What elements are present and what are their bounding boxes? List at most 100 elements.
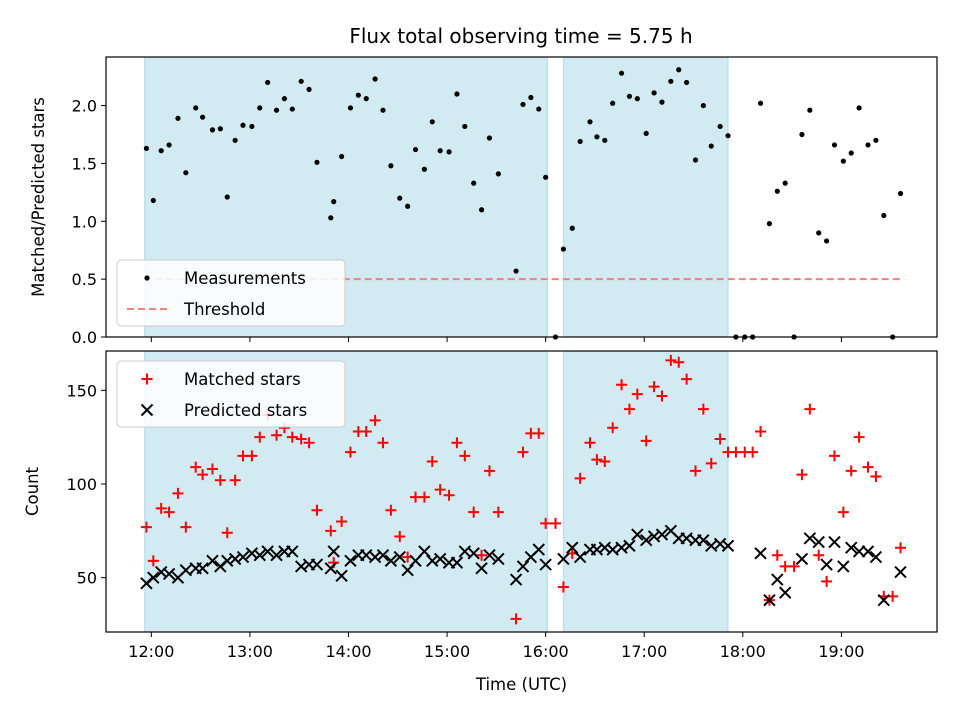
x-tick-label: 12:00 [128, 642, 174, 661]
data-point [246, 450, 258, 462]
data-point [602, 137, 608, 143]
data-point [147, 571, 160, 584]
data-point [803, 532, 817, 545]
data-point [689, 465, 701, 477]
x-tick-label: 14:00 [325, 642, 371, 661]
data-point [253, 548, 266, 562]
data-point [599, 456, 611, 468]
data-point [705, 457, 717, 469]
data-point [310, 558, 324, 571]
data-point [347, 105, 354, 111]
data-point [325, 525, 337, 537]
data-point [451, 437, 463, 449]
data-point [385, 504, 397, 516]
data-point [155, 502, 167, 514]
data-point [328, 215, 334, 221]
data-point [418, 545, 431, 558]
data-point [821, 575, 833, 587]
data-point [336, 515, 348, 527]
y-tick-label: 50 [77, 569, 97, 588]
data-point [295, 433, 307, 445]
y-tick-label: 2.0 [72, 97, 97, 116]
data-point [468, 506, 480, 518]
data-point [314, 159, 320, 165]
data-point [229, 474, 241, 486]
data-point [224, 194, 230, 200]
data-point [462, 123, 468, 130]
data-point [289, 106, 295, 112]
data-point [492, 506, 504, 518]
top-panel: 0.0 0.5 1.0 1.5 2.0 Matched/Predicted stars Me… [29, 56, 938, 347]
data-point [454, 91, 460, 97]
data-point [393, 550, 406, 564]
data-point [331, 199, 337, 205]
data-point [434, 484, 446, 496]
data-point [418, 491, 430, 503]
data-point [540, 517, 552, 529]
data-point [651, 90, 657, 96]
data-point [397, 195, 403, 201]
data-point [254, 431, 266, 443]
data-point [190, 461, 202, 473]
x-tick-label: 17:00 [621, 642, 667, 661]
data-point [861, 545, 875, 558]
data-point [311, 504, 323, 516]
data-point [788, 560, 800, 572]
data-point [618, 70, 625, 76]
data-point [823, 238, 830, 244]
data-point [634, 96, 640, 102]
data-point [421, 166, 428, 172]
data-point [196, 562, 209, 575]
data-point [298, 78, 304, 84]
data-point [852, 545, 866, 558]
data-point [206, 463, 218, 475]
data-point [700, 102, 706, 109]
data-point [483, 465, 495, 477]
data-point [856, 105, 862, 111]
data-point [429, 119, 435, 125]
data-point [584, 437, 596, 449]
data-point [881, 212, 887, 219]
y-tick-label: 0.5 [72, 270, 97, 289]
data-point [539, 558, 552, 571]
legend-label: Threshold [183, 300, 265, 319]
data-point [306, 86, 312, 92]
data-point [862, 461, 874, 473]
data-point [557, 552, 570, 566]
data-point [895, 542, 907, 554]
data-point [483, 548, 496, 562]
legend: Measurements Threshold [116, 259, 346, 327]
data-point [273, 107, 280, 113]
data-point [369, 414, 381, 426]
data-point [150, 197, 156, 204]
data-point [782, 180, 788, 186]
data-point [492, 552, 505, 566]
data-point [163, 506, 175, 518]
data-point [813, 549, 825, 561]
data-point [774, 188, 780, 194]
data-point [180, 521, 192, 533]
legend-label: Predicted stars [184, 401, 307, 420]
data-point [778, 586, 792, 599]
data-point [261, 545, 274, 558]
data-point [380, 107, 386, 113]
data-point [754, 547, 767, 560]
data-point [550, 517, 562, 529]
shaded-interval [563, 350, 729, 633]
data-point [725, 133, 731, 139]
data-point [236, 550, 250, 564]
legend-dot-marker [144, 275, 150, 281]
data-point [303, 437, 315, 449]
data-point [363, 96, 369, 102]
data-point [158, 148, 164, 154]
data-point [681, 373, 693, 385]
data-point [478, 207, 485, 213]
y-tick-label: 1.0 [72, 212, 97, 231]
y-tick-label: 1.5 [72, 154, 97, 173]
data-point [520, 101, 526, 108]
data-point [623, 403, 635, 415]
data-point [344, 446, 356, 458]
data-point [714, 433, 726, 445]
data-point [771, 573, 784, 586]
data-point [221, 527, 233, 539]
